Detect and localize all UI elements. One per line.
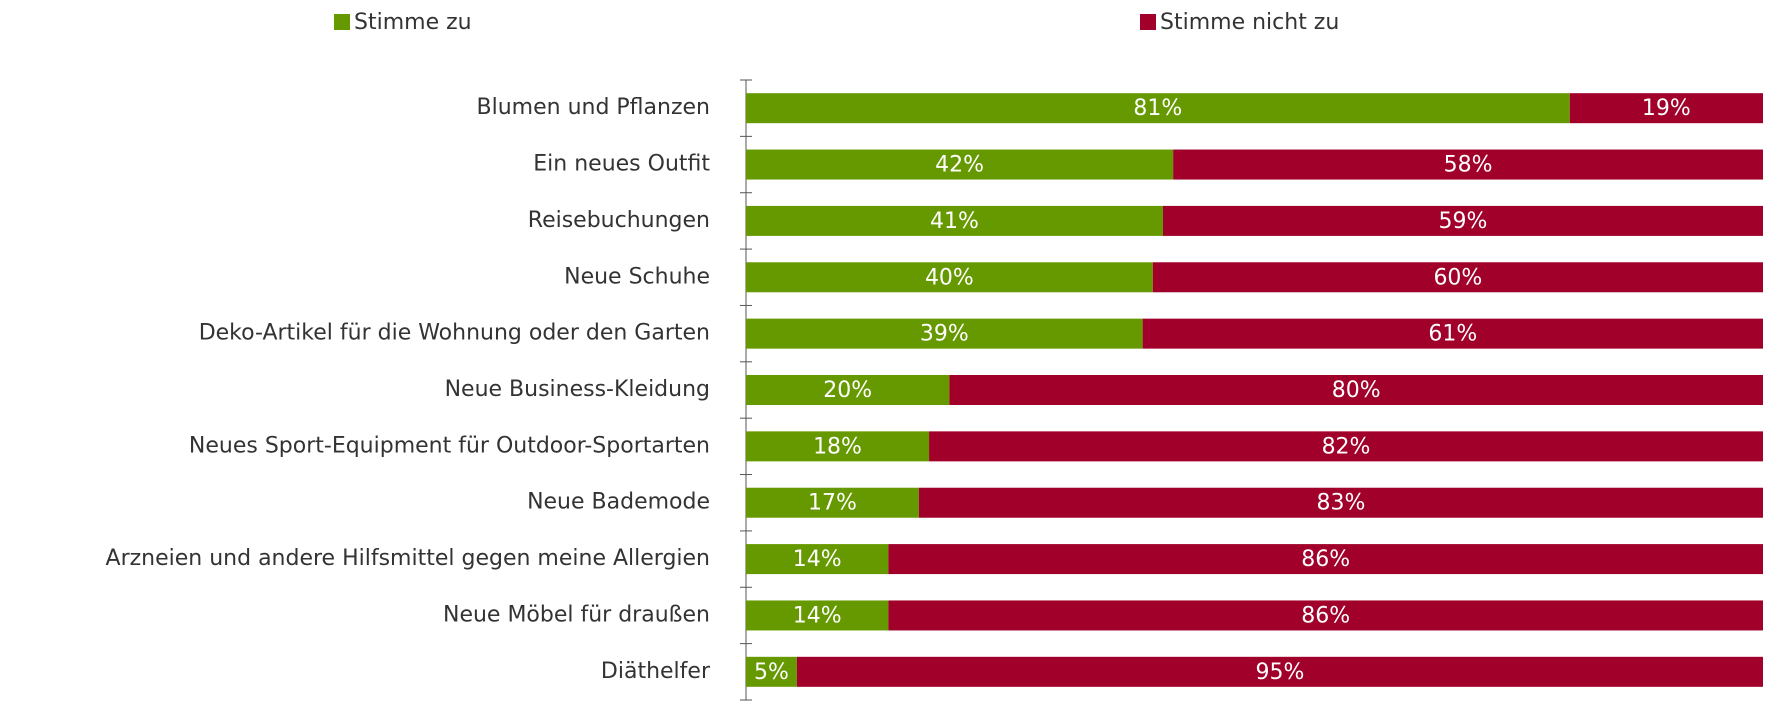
data-label: 59%	[1439, 209, 1488, 234]
y-tick-label: Diäthelfer	[601, 659, 711, 684]
y-tick-label: Neue Business-Kleidung	[445, 377, 710, 402]
data-label: 40%	[925, 265, 974, 290]
y-tick-label: Deko-Artikel für die Wohnung oder den Ga…	[199, 321, 710, 346]
data-label: 14%	[793, 547, 842, 572]
data-label: 42%	[935, 153, 984, 178]
y-tick-label: Arzneien und andere Hilfsmittel gegen me…	[106, 546, 710, 571]
y-tick-label: Neue Schuhe	[564, 264, 710, 289]
bar-segment	[746, 318, 1143, 349]
bar-segment	[746, 431, 930, 462]
bar-segment	[746, 149, 1174, 180]
bar-segment	[888, 544, 1763, 575]
bar-segment	[746, 544, 889, 575]
data-label: 86%	[1301, 547, 1350, 572]
bar-segment	[1142, 318, 1763, 349]
data-label: 41%	[930, 209, 979, 234]
data-label: 80%	[1332, 378, 1381, 403]
y-tick-label: Neues Sport-Equipment für Outdoor-Sporta…	[189, 433, 710, 458]
data-label: 20%	[823, 378, 872, 403]
bar-segment	[746, 487, 919, 518]
data-label: 82%	[1322, 434, 1371, 459]
legend-label: Stimme zu	[354, 10, 472, 35]
bar-segment	[746, 600, 889, 631]
bar-segment	[949, 375, 1763, 405]
data-label: 58%	[1444, 153, 1493, 178]
bar-segment	[1173, 149, 1763, 180]
bar-segment	[1162, 205, 1763, 236]
data-label: 14%	[793, 603, 842, 628]
bar-segment	[888, 600, 1763, 631]
data-label: 86%	[1301, 603, 1350, 628]
bar-segment	[746, 93, 1570, 124]
bar-segment	[746, 375, 950, 405]
data-label: 19%	[1642, 96, 1691, 121]
bar-segment	[929, 431, 1763, 462]
y-tick-label: Ein neues Outfit	[533, 152, 710, 177]
bar-segment	[1569, 93, 1763, 124]
bar-segment	[796, 656, 1763, 687]
y-tick-label: Neue Möbel für draußen	[443, 602, 710, 627]
legend-swatch	[1140, 14, 1156, 30]
data-label: 18%	[813, 434, 862, 459]
data-label: 95%	[1255, 660, 1304, 685]
data-label: 5%	[754, 660, 789, 685]
y-tick-label: Neue Bademode	[527, 490, 710, 515]
y-tick-label: Blumen und Pflanzen	[477, 95, 710, 120]
bar-segment	[746, 656, 797, 687]
bar-segment	[746, 262, 1153, 293]
data-label: 81%	[1133, 96, 1182, 121]
legend-label: Stimme nicht zu	[1160, 10, 1339, 35]
y-tick-label: Reisebuchungen	[528, 208, 710, 233]
bar-segment	[1152, 262, 1763, 293]
bar-segment	[746, 205, 1163, 236]
bar-segment	[918, 487, 1763, 518]
legend-swatch	[334, 14, 350, 30]
data-label: 17%	[808, 491, 857, 516]
data-label: 39%	[920, 322, 969, 347]
data-label: 61%	[1428, 322, 1477, 347]
data-label: 83%	[1316, 491, 1365, 516]
data-label: 60%	[1433, 265, 1482, 290]
